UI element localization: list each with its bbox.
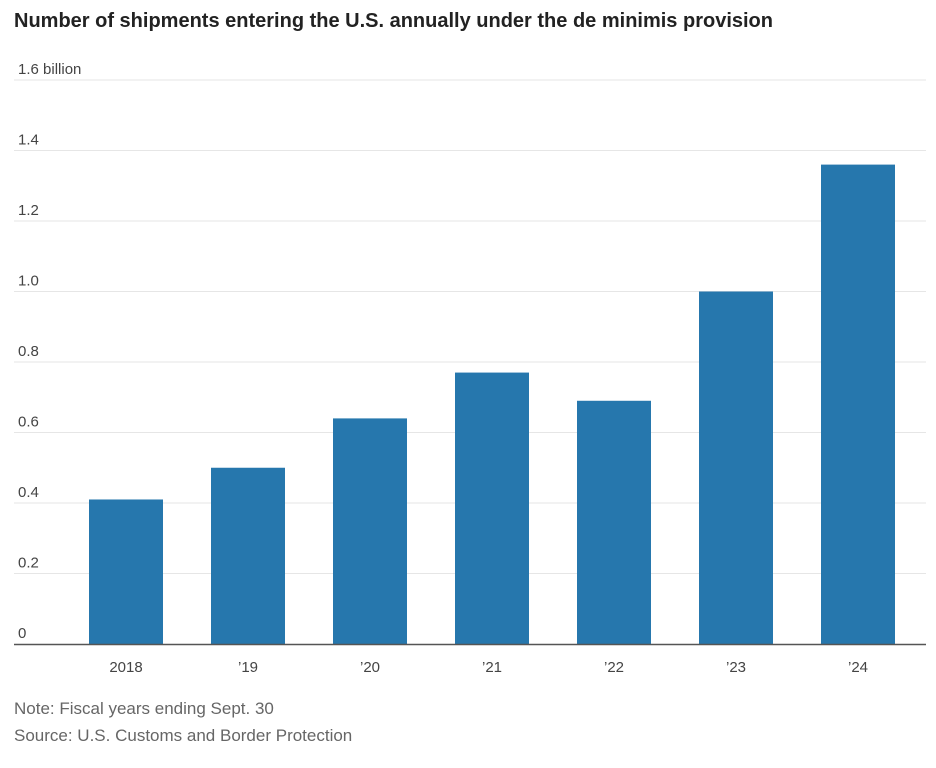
x-axis-labels: 2018 ’19 ’20 ’21 ’22 ’23 ’24 [109,659,868,676]
x-tick-label: ’20 [360,659,380,676]
bars [89,164,895,644]
y-tick-label: 0.4 [18,484,39,501]
x-tick-label: 2018 [109,659,142,676]
bar [455,372,529,644]
y-axis-labels: 0 0.2 0.4 0.6 0.8 1.0 1.2 1.4 1.6 billion [18,61,81,642]
y-tick-label: 0.2 [18,555,39,572]
bar [89,499,163,644]
y-tick-label: 1.2 [18,202,39,219]
chart-title: Number of shipments entering the U.S. an… [14,10,773,32]
bar [333,418,407,644]
y-tick-label: 0 [18,625,26,642]
bar [577,400,651,644]
x-tick-label: ’22 [604,659,624,676]
bar [699,291,773,644]
x-tick-label: ’19 [238,659,258,676]
chart-note: Note: Fiscal years ending Sept. 30 [14,699,274,718]
y-tick-label: 1.0 [18,273,39,290]
y-tick-label: 1.6 billion [18,61,81,78]
bar [821,164,895,644]
bar [211,467,285,644]
y-tick-label: 1.4 [18,132,39,149]
y-tick-label: 0.6 [18,414,39,431]
x-tick-label: ’23 [726,659,746,676]
chart-source: Source: U.S. Customs and Border Protecti… [14,726,353,745]
x-tick-label: ’24 [848,659,868,676]
x-tick-label: ’21 [482,659,502,676]
y-tick-label: 0.8 [18,343,39,360]
